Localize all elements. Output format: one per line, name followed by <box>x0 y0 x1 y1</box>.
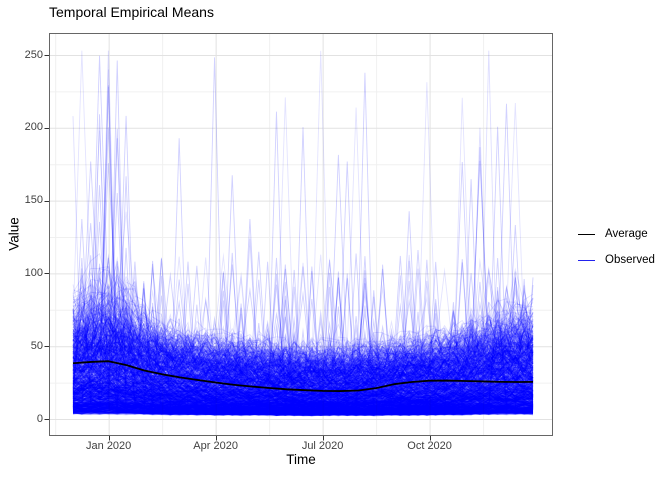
y-tick-label: 250 <box>24 48 43 61</box>
legend-label-average: Average <box>605 228 648 240</box>
x-axis-title: Time <box>286 452 316 467</box>
y-axis-title-text: Value <box>6 217 22 251</box>
legend-item-average: Average <box>578 221 655 247</box>
x-tick-label: Oct 2020 <box>407 440 452 452</box>
legend: Average Observed <box>578 221 655 273</box>
y-tick-label: 100 <box>24 266 43 279</box>
legend-label-observed: Observed <box>605 254 655 266</box>
legend-item-observed: Observed <box>578 247 655 273</box>
x-tick-label: Jan 2020 <box>86 440 132 452</box>
x-tick-label: Apr 2020 <box>193 440 238 452</box>
x-tick-label: Jul 2020 <box>301 440 344 452</box>
y-tick-label: 150 <box>24 194 43 207</box>
average-line-icon <box>578 233 595 235</box>
y-tick-label: 0 <box>36 412 43 425</box>
y-tick-label: 50 <box>30 339 43 352</box>
chart-title: Temporal Empirical Means <box>49 4 214 20</box>
y-tick-label: 200 <box>24 121 43 134</box>
observed-line-icon <box>578 259 595 261</box>
